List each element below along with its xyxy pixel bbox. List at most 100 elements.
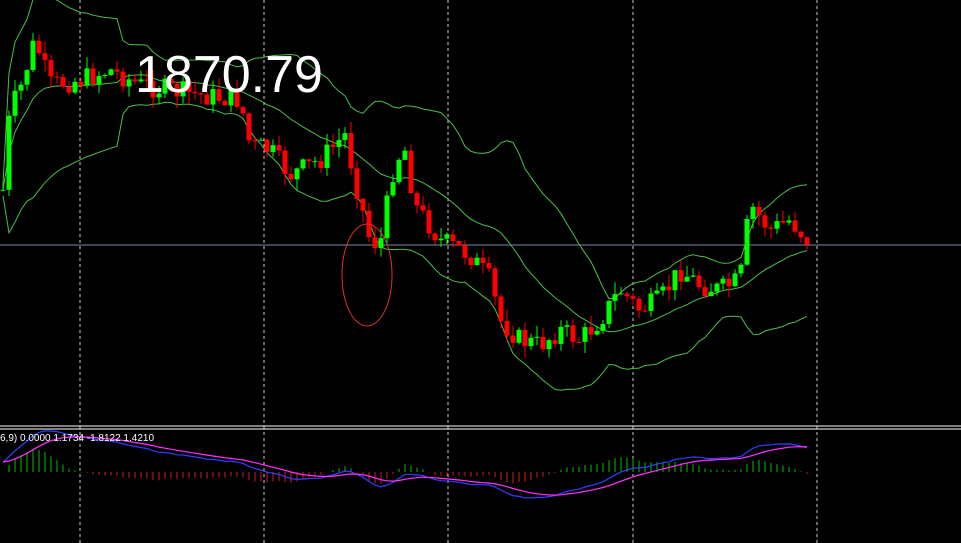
candle-body [324, 144, 330, 168]
candle-body [654, 290, 660, 294]
candle-body [468, 257, 474, 266]
candle-body [510, 335, 516, 343]
candle-body [738, 264, 744, 274]
highlight-ellipse [341, 223, 393, 327]
candle-body [618, 293, 624, 295]
candle-body [24, 70, 30, 85]
macd-panel [2, 430, 808, 499]
candle-body [72, 81, 78, 93]
candle-body [600, 324, 606, 332]
candle-body [216, 89, 222, 101]
candle-body [0, 189, 6, 191]
candle-body [516, 329, 522, 343]
candle-body [540, 336, 546, 350]
candle-body [630, 296, 636, 299]
candle-body [696, 275, 702, 288]
candle-body [570, 325, 576, 342]
candle-body [60, 76, 66, 87]
candle-body [300, 159, 306, 169]
candle-body [588, 327, 594, 335]
candle-body [198, 93, 204, 95]
candle-body [270, 145, 276, 152]
candle-body [792, 220, 798, 232]
bollinger-bands [2, 0, 808, 391]
candle-body [210, 89, 216, 105]
candle-body [132, 79, 138, 82]
candle-body [264, 139, 270, 152]
candle-body [708, 291, 714, 297]
candle-body [168, 78, 174, 84]
candle-body [726, 278, 732, 287]
candle-body [372, 237, 378, 249]
candle-body [684, 276, 690, 282]
candle-body [102, 75, 108, 77]
candle-body [234, 89, 240, 107]
candle-body [720, 278, 726, 284]
candle-body [378, 238, 384, 249]
candle-body [342, 133, 348, 141]
candle-body [330, 144, 336, 147]
candle-body [804, 237, 810, 245]
price-label: 1870.79 [135, 46, 323, 104]
candle-body [288, 174, 294, 180]
candle-body [384, 195, 390, 239]
candle-body [150, 81, 156, 98]
candle-body [552, 340, 558, 344]
candle-body [36, 40, 42, 54]
candle-body [576, 341, 582, 343]
candle-body [18, 84, 24, 91]
candle-body [294, 168, 300, 180]
candle-body [768, 227, 774, 229]
candle-body [498, 296, 504, 321]
candle-body [42, 53, 48, 61]
candle-body [414, 193, 420, 206]
candle-body [534, 336, 540, 338]
candle-body [714, 283, 720, 292]
candle-body [258, 139, 264, 141]
candle-body [624, 293, 630, 297]
candle-body [30, 40, 36, 71]
candle-body [762, 215, 768, 228]
candle-body [438, 238, 444, 241]
candle-body [402, 150, 408, 160]
candle-body [6, 115, 12, 190]
candle-body [318, 161, 324, 168]
candle-body [426, 210, 432, 234]
candle-body [462, 245, 468, 258]
candle-body [432, 233, 438, 241]
candle-body [114, 69, 120, 72]
candle-body [504, 320, 510, 336]
candle-body [120, 71, 126, 87]
candle-body [744, 218, 750, 265]
candle-body [594, 331, 600, 335]
candle-body [276, 145, 282, 151]
band-line [2, 101, 808, 391]
candle-body [174, 83, 180, 97]
candle-body [732, 273, 738, 287]
candle-body [90, 68, 96, 85]
candle-body [636, 298, 642, 311]
candle-body [186, 81, 192, 92]
candle-body [408, 150, 414, 194]
candle-body [390, 182, 396, 196]
candle-body [96, 75, 102, 85]
candle-body [66, 86, 72, 93]
candle-body [648, 293, 654, 312]
candle-body [612, 294, 618, 301]
candle-body [48, 60, 54, 77]
candle-body [156, 93, 162, 98]
candle-body [228, 89, 234, 106]
candle-body [312, 161, 318, 163]
candle-body [660, 286, 666, 291]
candle-body [444, 234, 450, 239]
candle-body [528, 337, 534, 347]
candle-body [606, 300, 612, 325]
candle-body [786, 220, 792, 223]
macd-line [2, 430, 808, 499]
candle-body [702, 287, 708, 297]
candle-body [222, 100, 228, 106]
candle-body [162, 78, 168, 94]
candle-body [108, 69, 114, 76]
candle-body [756, 206, 762, 216]
